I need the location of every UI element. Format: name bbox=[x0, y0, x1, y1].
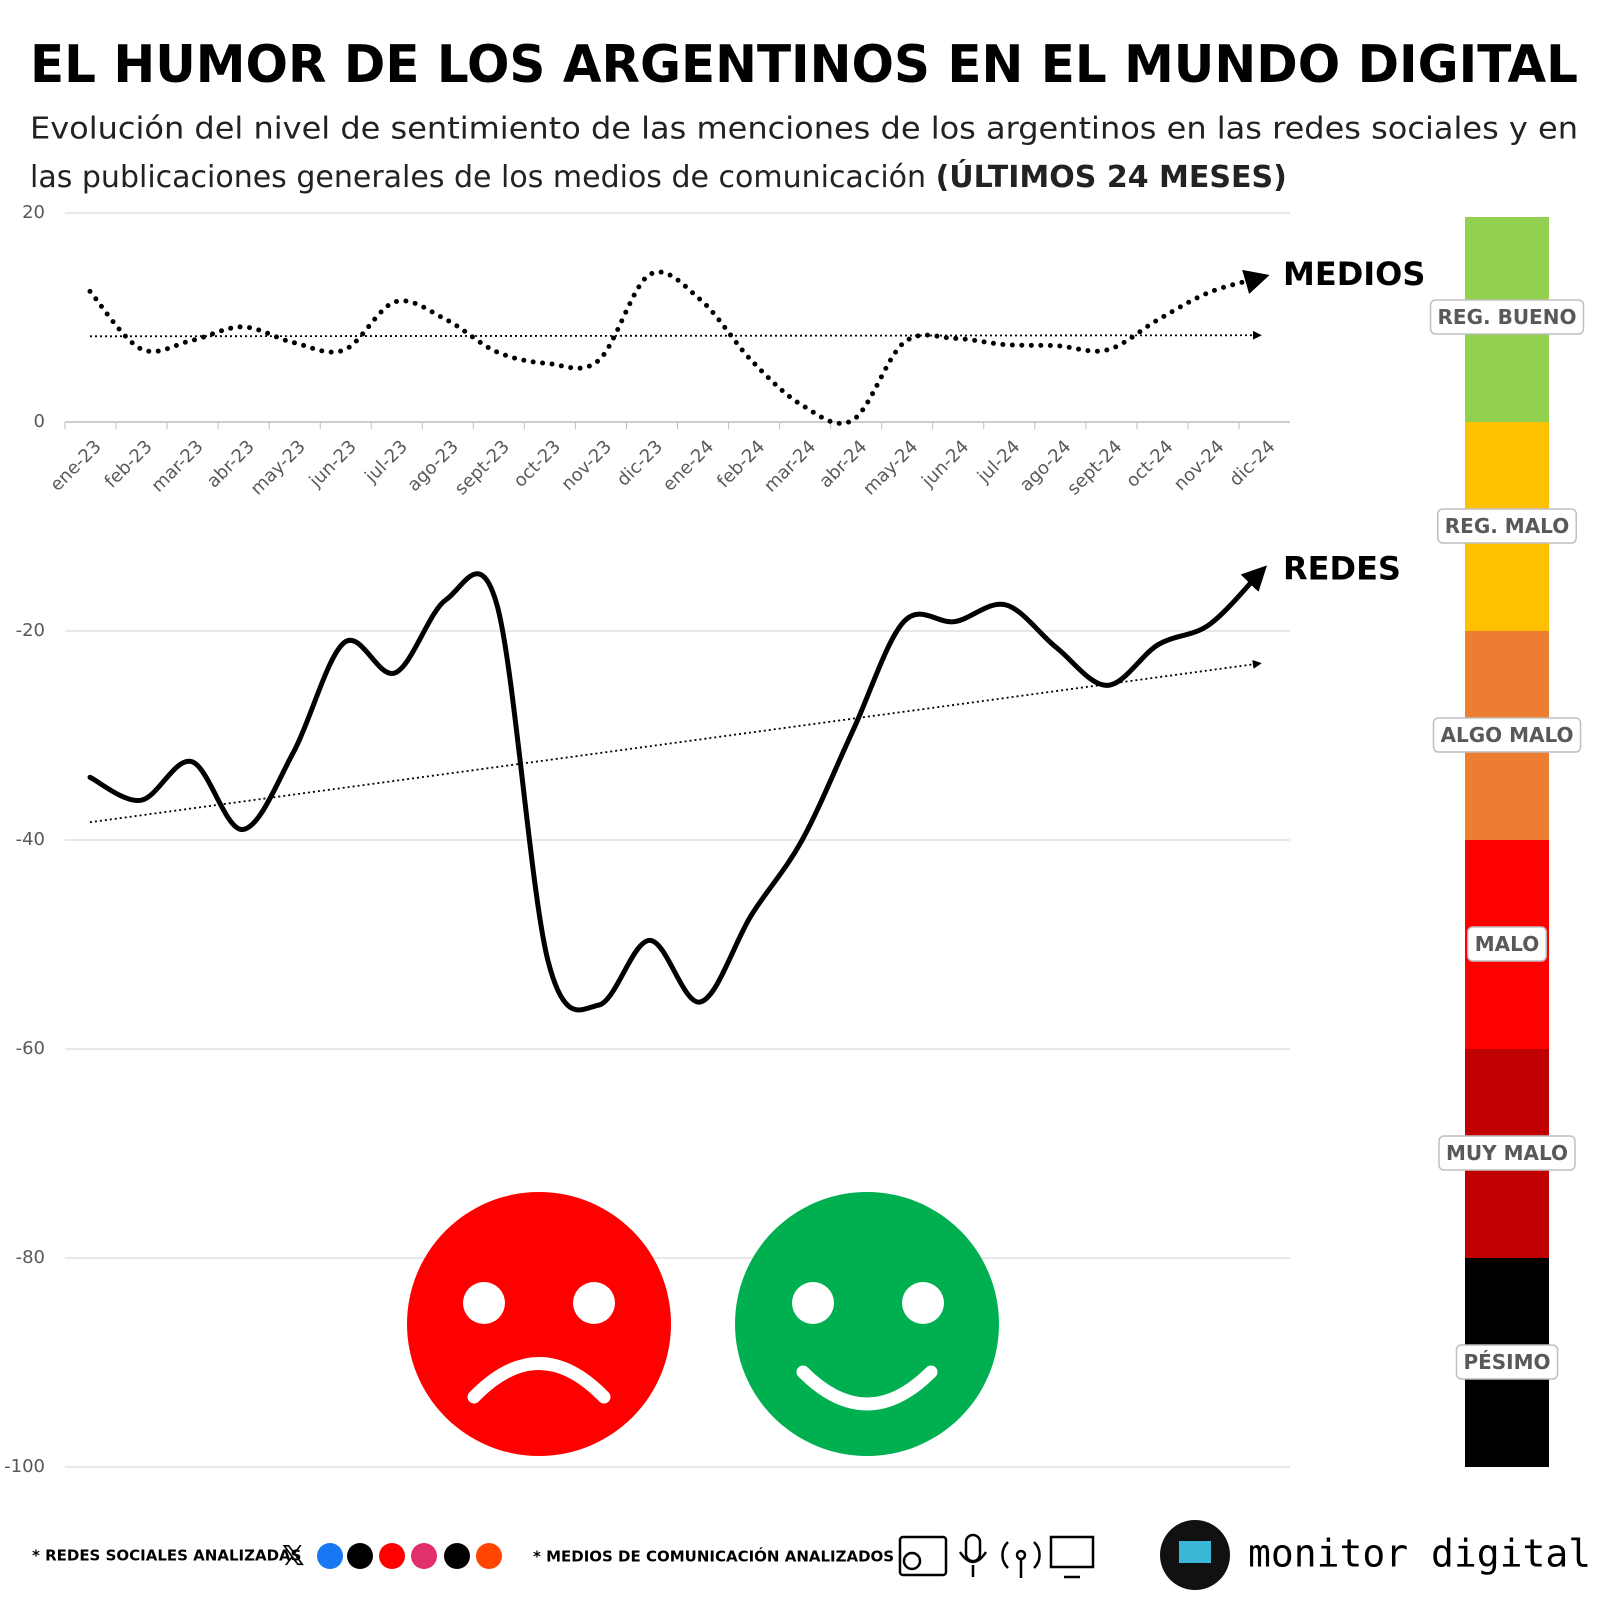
y-tick-label: -40 bbox=[16, 829, 45, 850]
series-line bbox=[87, 269, 1270, 426]
series-line bbox=[87, 565, 1267, 1013]
x-tick-label: ene-24 bbox=[659, 436, 718, 495]
y-tick-label: -100 bbox=[4, 1456, 45, 1477]
happy-face bbox=[735, 1192, 999, 1456]
footer-social: * REDES SOCIALES ANALIZADAS bbox=[32, 1547, 301, 1565]
y-tick-label: -80 bbox=[16, 1247, 45, 1268]
x-tick-label: sept-24 bbox=[1063, 436, 1126, 499]
x-tick-label: feb-23 bbox=[101, 436, 157, 492]
x-tick-label: oct-24 bbox=[1122, 436, 1177, 491]
x-tick-label: oct-23 bbox=[510, 436, 565, 491]
x-tick-label: nov-23 bbox=[557, 436, 616, 495]
x-tick-label: feb-24 bbox=[713, 436, 769, 492]
scale-label-box bbox=[1429, 299, 1585, 335]
y-tick-label: -20 bbox=[16, 620, 45, 641]
brand-logo-screen bbox=[1179, 1541, 1211, 1563]
x-tick-label: may-24 bbox=[859, 436, 922, 499]
trend-line bbox=[89, 330, 1262, 340]
subtitle-text: las publicaciones generales de los medio… bbox=[30, 160, 926, 195]
x-tick-label: sept-23 bbox=[451, 436, 514, 499]
scale-label: REG. BUENO bbox=[1438, 305, 1577, 329]
y-tick-label: 0 bbox=[34, 411, 45, 432]
x-tick-label: dic-23 bbox=[613, 436, 667, 490]
social-icons: 𝕏 bbox=[282, 1539, 502, 1572]
footer-media: * MEDIOS DE COMUNICACIÓN ANALIZADOS bbox=[533, 1547, 894, 1566]
scale-label-box bbox=[1455, 1344, 1559, 1380]
scale-label-box bbox=[1437, 508, 1577, 544]
y-tick-label: 20 bbox=[22, 202, 45, 223]
x-tick-label: mar-24 bbox=[760, 436, 820, 496]
x-tick-label: jun-23 bbox=[305, 436, 361, 492]
trend-line bbox=[89, 659, 1262, 824]
x-tick-label: dic-24 bbox=[1225, 436, 1279, 490]
x-tick-label: nov-24 bbox=[1170, 436, 1229, 495]
subtitle: las publicaciones generales de los medio… bbox=[30, 158, 1287, 195]
sad-face bbox=[407, 1192, 671, 1456]
series-label: REDES bbox=[1283, 549, 1401, 587]
series-label: MEDIOS bbox=[1283, 255, 1425, 293]
media-icons bbox=[898, 1533, 1095, 1579]
subtitle: Evolución del nivel de sentimiento de la… bbox=[30, 112, 1578, 147]
scale-label-box bbox=[1438, 1135, 1576, 1171]
scale-label: PÉSIMO bbox=[1463, 1350, 1550, 1374]
scale-label: REG. MALO bbox=[1445, 514, 1569, 538]
scale-label: MUY MALO bbox=[1446, 1141, 1568, 1165]
scale-label: ALGO MALO bbox=[1440, 723, 1573, 747]
scale-label-box bbox=[1432, 717, 1582, 753]
subtitle-emphasis: (ÚLTIMOS 24 MESES) bbox=[936, 158, 1287, 195]
x-tick-label: jun-24 bbox=[917, 436, 973, 492]
x-tick-label: ene-23 bbox=[46, 436, 105, 495]
scale-label-box bbox=[1467, 926, 1547, 962]
scale-label: MALO bbox=[1475, 932, 1539, 956]
brand: monitor digital bbox=[1248, 1532, 1591, 1576]
y-tick-label: -60 bbox=[16, 1038, 45, 1059]
x-tick-label: mar-23 bbox=[147, 436, 207, 496]
chart-title: EL HUMOR DE LOS ARGENTINOS EN EL MUNDO D… bbox=[30, 35, 1578, 95]
plot: 200-20-40-60-80-100ene-23feb-23mar-23abr… bbox=[4, 202, 1425, 1477]
svg-text:𝕏: 𝕏 bbox=[282, 1539, 305, 1572]
x-tick-label: may-23 bbox=[247, 436, 310, 499]
